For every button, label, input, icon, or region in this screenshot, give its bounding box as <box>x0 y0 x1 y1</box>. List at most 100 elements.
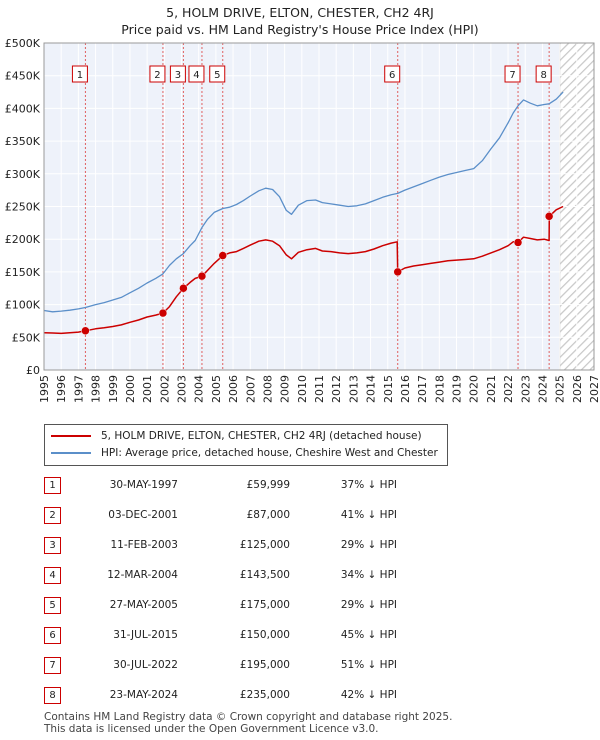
transaction-number-cell: 4 <box>44 560 78 590</box>
transaction-date: 12-MAR-2004 <box>107 569 178 581</box>
x-tick-label: 2014 <box>365 375 378 403</box>
transaction-hpi-diff: 42% ↓ HPI <box>340 689 397 701</box>
x-tick-label: 2024 <box>536 375 549 403</box>
plot-border <box>43 42 595 371</box>
transaction-label-box <box>149 65 166 83</box>
transaction-price: £59,999 <box>246 479 290 491</box>
legend-label-hpi: HPI: Average price, detached house, Ches… <box>101 447 438 459</box>
table-row: 2 03-DEC-2001 £87,000 41% ↓ HPI <box>44 500 397 530</box>
transaction-number-cell: 2 <box>44 500 78 530</box>
y-tick-label: £300K <box>5 168 41 181</box>
transaction-label: 7 <box>509 70 515 81</box>
transaction-label-box <box>169 65 186 83</box>
table-row: 8 23-MAY-2024 £235,000 42% ↓ HPI <box>44 680 397 710</box>
x-tick-label: 2018 <box>433 375 446 403</box>
transaction-label: 4 <box>193 70 199 81</box>
x-tick-label: 2026 <box>571 375 584 403</box>
transaction-label-box <box>504 65 521 83</box>
x-tick-label: 1999 <box>107 375 120 403</box>
transaction-label: 1 <box>77 70 83 81</box>
x-tick-label: 1996 <box>55 375 68 403</box>
x-tick-label: 2025 <box>554 375 567 403</box>
transaction-date: 03-DEC-2001 <box>108 509 178 521</box>
transaction-point <box>393 267 402 277</box>
legend-swatch-hpi <box>51 452 91 454</box>
transaction-label-box <box>188 65 205 83</box>
table-row: 5 27-MAY-2005 £175,000 29% ↓ HPI <box>44 590 397 620</box>
transaction-hpi-diff: 41% ↓ HPI <box>340 509 397 521</box>
chart-legend: 5, HOLM DRIVE, ELTON, CHESTER, CH2 4RJ (… <box>44 424 448 466</box>
table-row: 1 30-MAY-1997 £59,999 37% ↓ HPI <box>44 470 397 500</box>
transaction-number-cell: 3 <box>44 530 78 560</box>
footer-line-2: This data is licensed under the Open Gov… <box>44 723 379 735</box>
title-line-1: 5, HOLM DRIVE, ELTON, CHESTER, CH2 4RJ <box>166 5 434 20</box>
transaction-point <box>218 251 227 260</box>
transaction-date: 30-JUL-2022 <box>113 659 178 671</box>
x-tick-label: 2005 <box>210 375 223 403</box>
x-tick-label: 2013 <box>347 375 360 403</box>
transaction-number: 3 <box>44 536 61 554</box>
transaction-date: 11-FEB-2003 <box>110 539 178 551</box>
y-tick-label: £50K <box>12 331 41 344</box>
transaction-label-box <box>384 65 401 83</box>
transaction-number-cell: 1 <box>44 470 78 500</box>
x-tick-label: 2023 <box>519 375 532 403</box>
transaction-label: 6 <box>389 70 395 81</box>
legend-item-property: 5, HOLM DRIVE, ELTON, CHESTER, CH2 4RJ (… <box>51 428 422 444</box>
transaction-price: £87,000 <box>246 509 290 521</box>
transaction-price: £150,000 <box>239 629 290 641</box>
x-tick-label: 2003 <box>176 375 189 403</box>
x-tick-label: 1995 <box>38 375 51 403</box>
x-tick-label: 1997 <box>72 375 85 403</box>
x-tick-label: 2015 <box>382 375 395 403</box>
y-tick-label: £250K <box>5 201 41 214</box>
transaction-label: 5 <box>214 70 220 81</box>
x-tick-label: 2020 <box>468 375 481 403</box>
transaction-hpi-diff: 37% ↓ HPI <box>340 479 397 491</box>
x-tick-label: 2017 <box>416 375 429 403</box>
table-row: 4 12-MAR-2004 £143,500 34% ↓ HPI <box>44 560 397 590</box>
y-tick-label: £200K <box>5 233 41 246</box>
transaction-label: 2 <box>154 70 160 81</box>
transaction-number: 1 <box>44 476 61 494</box>
price-chart: £0 £50K £100K £150K £200K £250K £300K £350K £400… <box>5 37 600 403</box>
property-price-line <box>43 205 564 335</box>
x-tick-label: 2019 <box>451 375 464 403</box>
transaction-number: 8 <box>44 686 61 704</box>
transaction-price: £195,000 <box>239 659 290 671</box>
transaction-price: £175,000 <box>239 599 290 611</box>
x-tick-label: 2022 <box>502 375 515 403</box>
y-tick-label: £500K <box>5 37 41 50</box>
x-tick-label: 2002 <box>158 375 171 403</box>
transaction-price: £143,500 <box>239 569 290 581</box>
table-row: 6 31-JUL-2015 £150,000 45% ↓ HPI <box>44 620 397 650</box>
transaction-number-cell: 7 <box>44 650 78 680</box>
x-tick-label: 2000 <box>124 375 137 403</box>
x-tick-label: 2012 <box>330 375 343 403</box>
footer-notice: Contains HM Land Registry data © Crown c… <box>44 711 452 735</box>
legend-label-property: 5, HOLM DRIVE, ELTON, CHESTER, CH2 4RJ (… <box>101 430 422 442</box>
y-tick-label: £150K <box>5 266 41 279</box>
transaction-number: 7 <box>44 656 61 674</box>
x-tick-label: 2001 <box>141 375 154 403</box>
transaction-label: 8 <box>540 70 546 81</box>
legend-item-hpi: HPI: Average price, detached house, Ches… <box>51 445 438 461</box>
transaction-date: 30-MAY-1997 <box>109 479 178 491</box>
y-tick-label: £450K <box>5 70 41 83</box>
transaction-price: £235,000 <box>239 689 290 701</box>
transaction-point <box>158 308 168 318</box>
transaction-point <box>513 238 523 247</box>
table-row: 3 11-FEB-2003 £125,000 29% ↓ HPI <box>44 530 397 560</box>
footer-line-1: Contains HM Land Registry data © Crown c… <box>44 711 453 723</box>
transaction-number-cell: 8 <box>44 680 78 710</box>
chart-title: 5, HOLM DRIVE, ELTON, CHESTER, CH2 4RJ P… <box>0 4 600 38</box>
x-tick-label: 2007 <box>244 375 257 403</box>
transaction-point <box>179 284 188 293</box>
transaction-number: 4 <box>44 566 61 584</box>
transaction-point <box>81 326 90 336</box>
x-tick-label: 2004 <box>193 375 206 403</box>
transaction-label-box <box>71 65 88 83</box>
transaction-number: 5 <box>44 596 61 614</box>
transaction-price: £125,000 <box>239 539 290 551</box>
y-tick-label: £350K <box>5 135 41 148</box>
